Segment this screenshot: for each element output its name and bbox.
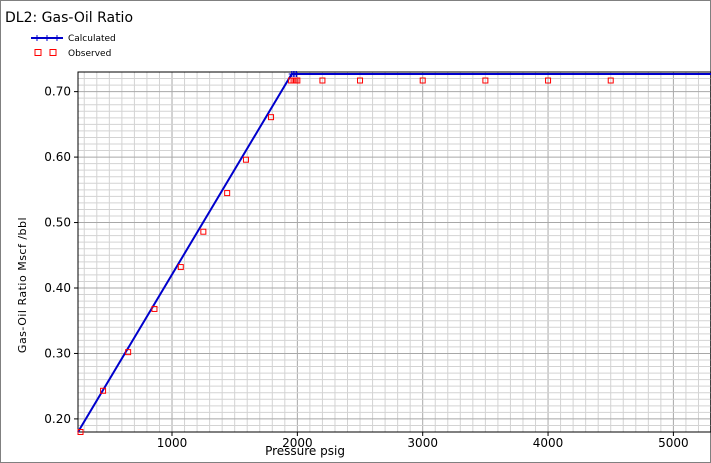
legend-observed-marker-2 <box>49 49 57 56</box>
observed-point <box>177 264 184 271</box>
observed-point <box>77 429 84 435</box>
tick-labels: 1000 2000 3000 4000 5000 0.20 0.30 0.40 0.50 0.60… <box>44 85 688 450</box>
observed-point <box>294 77 301 84</box>
x-tick-label: 5000 <box>658 436 689 450</box>
x-axis-label: Pressure psig <box>265 444 345 458</box>
observed-point <box>125 349 132 356</box>
calculated-point <box>293 70 300 77</box>
axes <box>74 71 711 436</box>
legend: Calculated Observed <box>31 34 116 59</box>
observed-point <box>200 228 207 235</box>
observed-point <box>319 77 326 84</box>
observed-point <box>268 114 275 121</box>
legend-calculated-label: Calculated <box>68 34 116 44</box>
y-tick-label: 0.20 <box>44 412 71 426</box>
chart-title: DL2: Gas-Oil Ratio <box>5 10 133 26</box>
observed-point <box>224 190 231 197</box>
legend-observed-label: Observed <box>68 49 111 59</box>
legend-observed-marker-1 <box>34 49 42 56</box>
observed-point <box>151 305 158 312</box>
y-tick-label: 0.50 <box>44 216 71 230</box>
y-tick-label: 0.40 <box>44 281 71 295</box>
observed-point <box>242 156 249 163</box>
observed-point <box>419 77 426 84</box>
observed-point <box>100 387 107 394</box>
x-tick-label: 3000 <box>407 436 438 450</box>
x-tick-label: 1000 <box>157 436 188 450</box>
observed-point <box>545 77 552 84</box>
plot-area-border <box>77 71 711 433</box>
x-tick-label: 2000 <box>282 436 313 450</box>
observed-point <box>357 77 364 84</box>
legend-calculated-markers <box>36 35 58 41</box>
grid <box>78 71 711 433</box>
y-tick-label: 0.70 <box>44 85 71 99</box>
y-axis-label: Gas-Oil Ratio Mscf /bbl <box>16 217 29 353</box>
observed-point <box>482 77 489 84</box>
y-tick-label: 0.30 <box>44 346 71 360</box>
y-tick-label: 0.60 <box>44 150 71 164</box>
plot-series <box>77 70 711 435</box>
observed-point <box>607 77 614 84</box>
x-tick-label: 4000 <box>533 436 564 450</box>
